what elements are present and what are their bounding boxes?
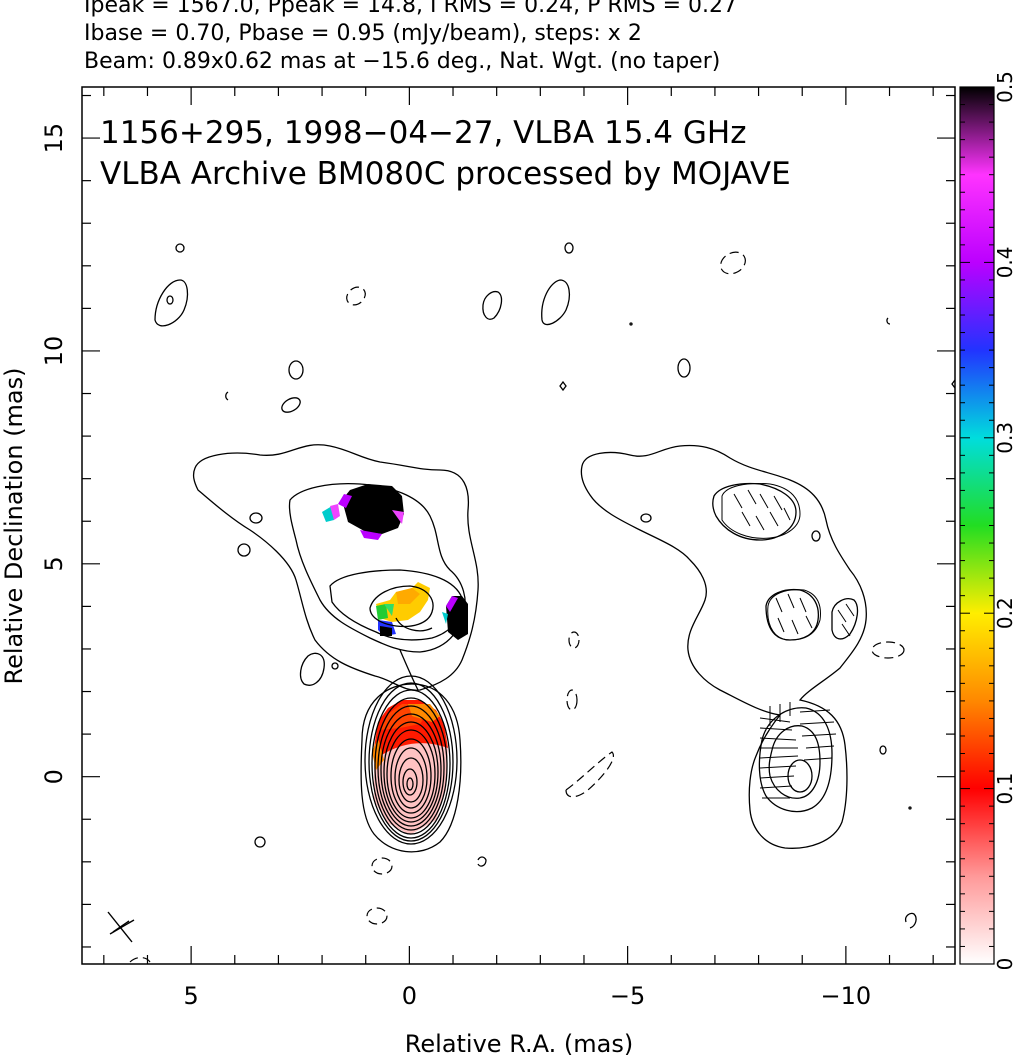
x-tick-label: −5: [610, 982, 645, 1010]
x-tick-label: 0: [402, 982, 417, 1010]
x-tick-label: −10: [821, 982, 872, 1010]
hatched-regions: [721, 483, 821, 641]
colorbar-tick-label: 0.5: [993, 71, 1017, 103]
y-axis-ticks: [82, 94, 955, 948]
colorbar-tick-label: 0.3: [993, 422, 1017, 454]
colorbar-tick-label: 0.4: [993, 246, 1017, 278]
x-axis-ticks: [103, 87, 934, 964]
core-contours: [360, 675, 462, 853]
chart-subtitle: VLBA Archive BM080C processed by MOJAVE: [100, 156, 791, 192]
header-line-3: Beam: 0.89x0.62 mas at −15.6 deg., Nat. …: [84, 49, 721, 74]
chart-title: 1156+295, 1998−04−27, VLBA 15.4 GHz: [100, 115, 746, 151]
plot-frame: 5 0 −5 −10 0 5 10 15: [40, 86, 956, 1010]
y-tick-label: 5: [40, 556, 68, 571]
colorbar-tick-label: 0.2: [993, 597, 1017, 629]
beam-cross-icon: [107, 911, 135, 943]
colorbar-tick-labels: 0 0.1 0.2 0.3 0.4 0.5: [993, 71, 1017, 970]
y-tick-label: 0: [40, 769, 68, 784]
polarization-upper-patch: [322, 484, 404, 540]
polarized-intensity-contours: [580, 444, 912, 849]
y-axis-label: Relative Declination (mas): [0, 367, 28, 684]
colorbar-tick-label: 0: [993, 958, 1017, 971]
colorbar-tick-label: 0.1: [993, 773, 1017, 805]
y-tick-label: 10: [40, 336, 68, 367]
x-tick-label: 5: [183, 982, 198, 1010]
y-tick-label: 15: [40, 123, 68, 154]
x-axis-label: Relative R.A. (mas): [405, 1030, 633, 1058]
colorbar-ticks: [960, 86, 994, 965]
x-axis-tick-labels: 5 0 −5 −10: [183, 982, 871, 1010]
evpa-vectors: [733, 489, 855, 799]
header-line-1: Ipeak = 1567.0, Ppeak = 14.8, I RMS = 0.…: [84, 0, 737, 18]
y-axis-tick-labels: 0 5 10 15: [40, 123, 68, 785]
colorbar: 0 0.1 0.2 0.3 0.4 0.5: [959, 71, 1017, 970]
negative-contours: [129, 251, 905, 963]
header-line-2: Ibase = 0.70, Pbase = 0.95 (mJy/beam), s…: [84, 21, 642, 46]
jet-contours: [154, 242, 955, 929]
plot-content: [129, 242, 955, 963]
